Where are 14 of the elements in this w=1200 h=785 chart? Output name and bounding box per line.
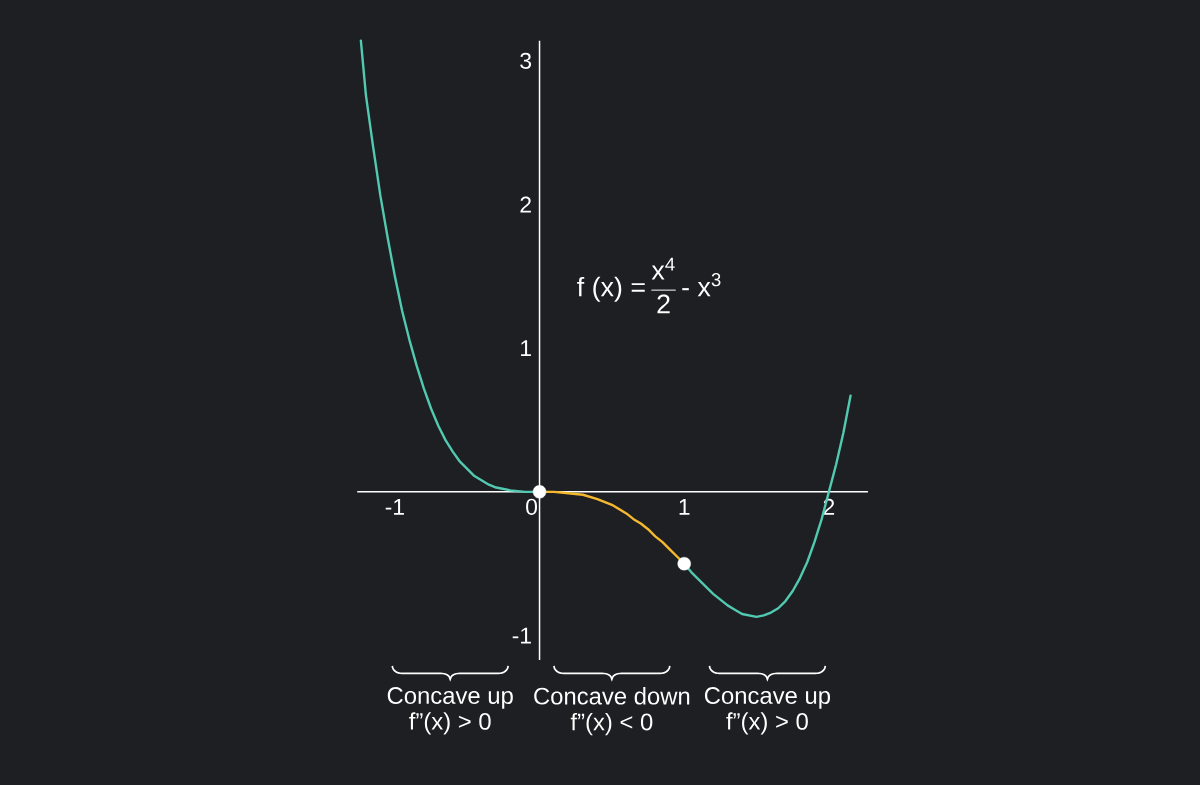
x-tick-label: 1 <box>679 498 690 515</box>
x-tick-label: 0 <box>526 498 538 515</box>
x-tick-label: -1 <box>385 498 404 515</box>
text: Concave up <box>704 687 831 709</box>
y-tick-label: 3 <box>520 52 532 69</box>
annotation: $\text{f (x) =}\,\frac{\text{x}^{\text{4}}}{\text{2}}\,\text{- x}^{\text{3}}$ <box>577 257 721 314</box>
text: f”(x) > 0 <box>409 712 491 735</box>
text: Concave down <box>534 687 690 705</box>
text: f”(x) < 0 <box>570 712 653 736</box>
text: Concave up <box>387 687 513 709</box>
y-tick-label: 2 <box>520 196 531 213</box>
text: f”(x) > 0 <box>726 712 808 735</box>
y-tick-label: -1 <box>512 627 531 644</box>
y-tick-label: 1 <box>521 340 531 356</box>
